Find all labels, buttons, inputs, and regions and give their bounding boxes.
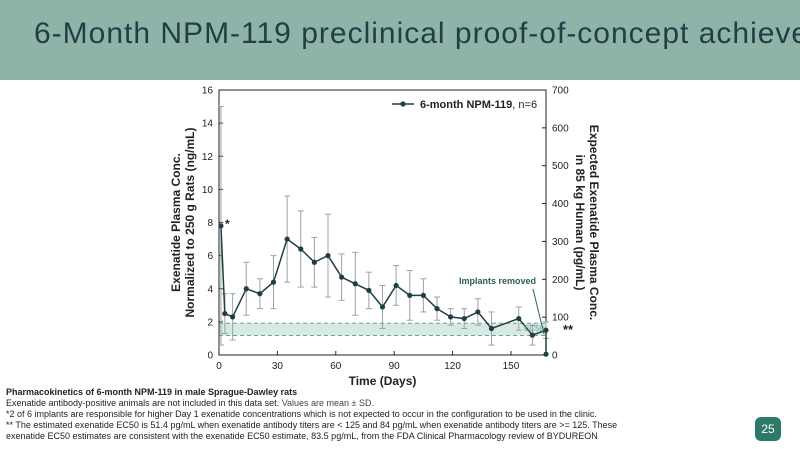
footnote-line-1: Exenatide antibody-positive animals are … xyxy=(6,398,736,409)
x-tick-label: 60 xyxy=(330,361,342,372)
y2-tick-label: 300 xyxy=(552,237,569,248)
data-point xyxy=(448,314,454,320)
footnote-values-note: Values are mean ± SD. xyxy=(281,398,375,408)
data-point xyxy=(434,306,440,312)
legend-marker xyxy=(400,101,406,107)
data-point xyxy=(298,246,304,252)
y-tick-label: 8 xyxy=(207,218,213,229)
y-tick-label: 16 xyxy=(202,86,214,97)
y-tick-label: 10 xyxy=(202,185,214,196)
data-point xyxy=(516,315,522,322)
data-point xyxy=(461,315,467,322)
data-point xyxy=(366,287,372,294)
x-tick-label: 150 xyxy=(503,361,520,372)
x-tick-label: 120 xyxy=(444,361,461,372)
data-point xyxy=(339,274,345,280)
y-axis-label-line-2: Normalized to 250 g Rats (ng/mL) xyxy=(183,127,197,317)
y-tick-label: 6 xyxy=(207,251,213,262)
x-tick-label: 0 xyxy=(216,361,222,372)
footnote-antibody-note: Exenatide antibody-positive animals are … xyxy=(6,398,280,408)
y-tick-label: 4 xyxy=(207,284,213,295)
data-point xyxy=(284,236,290,242)
y2-axis-label-line-2: in 85 kg Human (pg/mL) xyxy=(573,154,587,290)
ec50-asterisks: ** xyxy=(563,322,574,337)
y2-tick-label: 700 xyxy=(552,86,569,97)
title-bar: 6-Month NPM-119 preclinical proof-of-con… xyxy=(0,0,800,80)
y-tick-label: 2 xyxy=(207,317,213,328)
footnote-line-3: ** The estimated exenatide EC50 is 51.4 … xyxy=(6,420,618,430)
data-point xyxy=(257,291,263,297)
implants-removed-label: Implants removed xyxy=(459,276,536,286)
y2-axis-label-line-1: Expected Exenatide Plasma Conc. xyxy=(587,125,601,320)
data-point xyxy=(325,253,331,259)
slide-title: 6-Month NPM-119 preclinical proof-of-con… xyxy=(34,17,800,50)
data-point xyxy=(311,259,317,265)
y2-tick-label: 500 xyxy=(552,161,569,172)
data-point xyxy=(420,292,426,298)
y2-tick-label: 0 xyxy=(552,351,558,362)
page-number: 25 xyxy=(755,417,781,441)
data-point xyxy=(488,325,495,332)
data-point xyxy=(475,309,481,315)
footnotes: Pharmacokinetics of 6-month NPM-119 in m… xyxy=(6,387,736,442)
y2-tick-label: 600 xyxy=(552,123,569,134)
x-tick-label: 90 xyxy=(389,361,401,372)
day1-asterisk: * xyxy=(225,217,230,231)
x-tick-label: 30 xyxy=(272,361,284,372)
data-point xyxy=(407,292,413,298)
footnote-line-4: exenatide EC50 estimates are consistent … xyxy=(6,431,598,441)
data-point xyxy=(379,304,386,310)
y-axis-label-line-1: Exenatide Plasma Conc. xyxy=(169,153,183,292)
data-point xyxy=(218,223,224,229)
y2-tick-label: 200 xyxy=(552,275,569,286)
data-point xyxy=(222,310,228,317)
data-point xyxy=(270,279,277,285)
ec50-label: EC50 xyxy=(524,324,545,333)
data-point xyxy=(529,332,535,338)
y2-tick-label: 400 xyxy=(552,199,569,210)
y-tick-label: 14 xyxy=(202,119,214,130)
footnote-heading: Pharmacokinetics of 6-month NPM-119 in m… xyxy=(6,387,298,397)
data-point xyxy=(543,327,549,333)
legend-series-name: 6-month NPM-119 xyxy=(420,99,512,111)
data-point-removed xyxy=(543,351,549,357)
y-tick-label: 12 xyxy=(202,152,214,163)
data-point xyxy=(243,286,249,292)
data-point xyxy=(352,281,358,287)
data-point xyxy=(393,282,399,289)
legend-series-n: , n=6 xyxy=(512,99,537,111)
data-point xyxy=(230,314,236,320)
footnote-line-2: *2 of 6 implants are responsible for hig… xyxy=(6,409,597,419)
y2-tick-label: 100 xyxy=(552,313,569,324)
implants-removed-arrow xyxy=(532,288,545,335)
x-axis-label: Time (Days) xyxy=(349,374,417,388)
y-tick-label: 0 xyxy=(207,351,213,362)
legend-label: 6-month NPM-119, n=6 xyxy=(420,99,537,111)
pk-chart: 0 2 4 6 8 10 12 14 16 0 100 200 300 400 500 600 700 0 30 60… xyxy=(169,86,601,389)
